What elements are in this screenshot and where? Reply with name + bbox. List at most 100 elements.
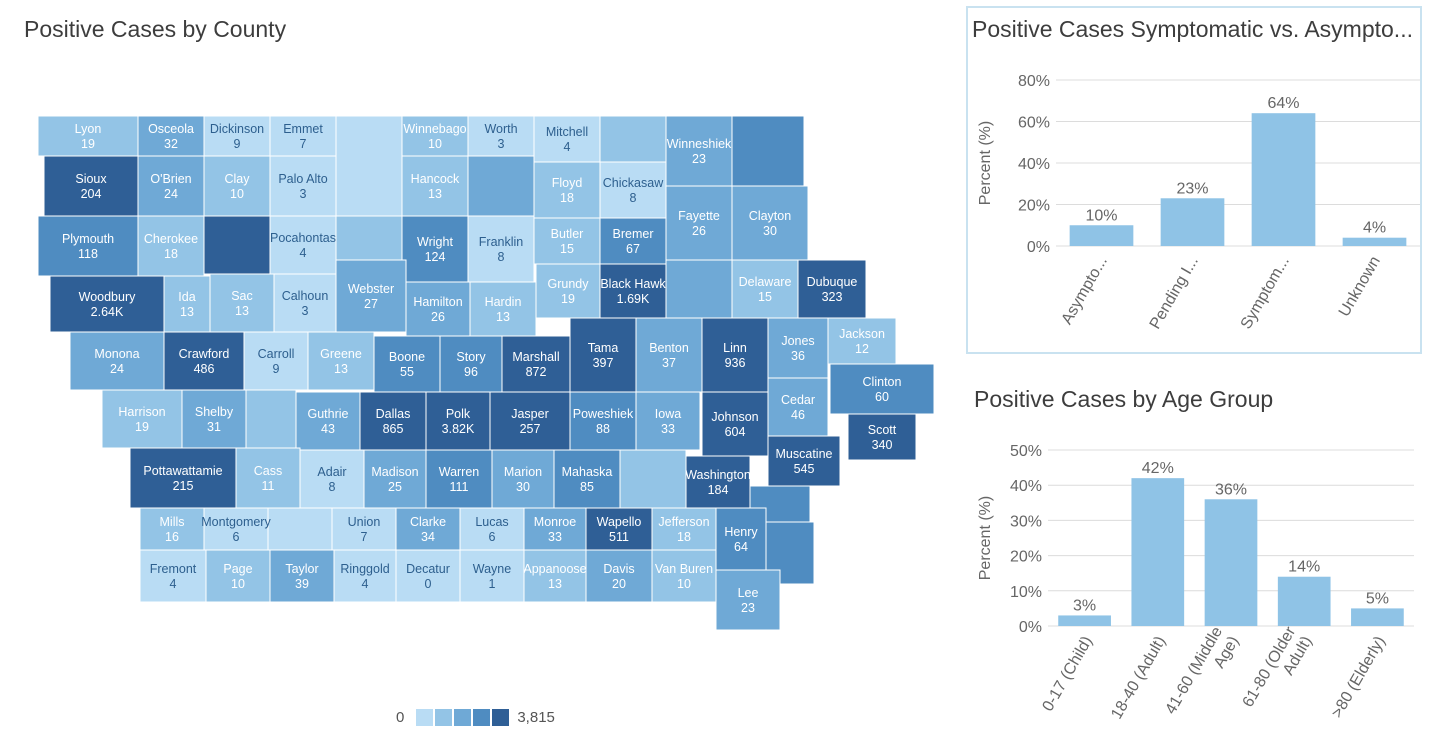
county-adair[interactable] [299,449,365,509]
county-allamakee[interactable] [731,115,805,187]
county-sac[interactable] [209,273,275,333]
county-guthrie[interactable] [295,391,361,451]
county-grundy[interactable] [535,263,601,319]
county-winneshiek[interactable] [665,115,733,187]
county-story[interactable] [439,335,503,393]
bar-asympto[interactable] [1069,225,1134,246]
county-marshall[interactable] [501,335,571,393]
county-crawford[interactable] [163,331,245,391]
county-webster[interactable] [335,259,407,333]
county-delaware[interactable] [731,259,799,319]
bar-symptom[interactable] [1251,113,1316,246]
county-carroll[interactable] [243,331,309,391]
county-scott[interactable] [847,413,917,461]
county-plymouth[interactable] [37,215,139,277]
county-kossuth[interactable] [335,115,403,217]
bar-80-elderly[interactable] [1351,608,1404,626]
county-audubon[interactable] [245,389,297,449]
county-monroe[interactable] [523,507,587,551]
county-poweshiek[interactable] [569,391,637,451]
county-cerro-gordo[interactable] [467,155,535,217]
county-linn[interactable] [701,317,769,393]
county-marion[interactable] [491,449,555,509]
county-wayne[interactable] [459,549,525,603]
bar-pending-i[interactable] [1160,198,1225,246]
bar-41-60-middle-age[interactable] [1204,499,1258,626]
county-jones[interactable] [767,317,829,379]
county-franklin[interactable] [467,215,535,283]
county-iowa[interactable] [635,391,701,451]
county-pottawattamie[interactable] [129,447,237,509]
county-dubuque[interactable] [797,259,867,319]
county-cass[interactable] [235,447,301,509]
county-van-buren[interactable] [651,549,717,603]
county-chickasaw[interactable] [599,161,667,219]
county-washington[interactable] [685,455,751,509]
county-monona[interactable] [69,331,165,391]
symptomatic-chart-panel[interactable] [966,6,1422,354]
county-jasper[interactable] [489,391,571,451]
county-harrison[interactable] [101,389,183,449]
county-henry[interactable] [715,507,767,571]
county-sioux[interactable] [43,155,139,217]
county-emmet[interactable] [269,115,337,157]
county-clayton[interactable] [731,185,809,261]
county-davis[interactable] [585,549,653,603]
bar-61-80-older-adult[interactable] [1277,576,1331,626]
county-pocahontas[interactable] [269,215,337,275]
county-woodbury[interactable] [49,275,165,333]
county-palo-alto[interactable] [269,155,337,217]
county-calhoun[interactable] [273,273,337,333]
county-buchanan[interactable] [665,259,733,319]
county-taylor[interactable] [269,549,335,603]
county-muscatine[interactable] [767,435,841,487]
county-decatur[interactable] [395,549,461,603]
county-cedar[interactable] [767,377,829,437]
county-warren[interactable] [425,449,493,509]
county-black-hawk[interactable] [599,263,667,319]
county-fayette[interactable] [665,185,733,261]
county-lyon[interactable] [37,115,139,157]
county-keokuk[interactable] [619,449,687,509]
bar-0-17-child[interactable] [1058,615,1111,626]
county-johnson[interactable] [701,391,769,457]
county-clarke[interactable] [395,507,461,551]
county-tama[interactable] [569,317,637,393]
county-jefferson[interactable] [651,507,717,551]
county-madison[interactable] [363,449,427,509]
county-humboldt[interactable] [335,215,403,261]
county-clay[interactable] [203,155,271,217]
county-butler[interactable] [533,217,601,265]
bar-18-40-adult[interactable] [1131,478,1185,626]
county-cherokee[interactable] [137,215,205,277]
county-greene[interactable] [307,331,375,391]
county-ida[interactable] [163,275,211,333]
county-clinton[interactable] [829,363,935,415]
county-hardin[interactable] [469,281,537,337]
county-ringgold[interactable] [333,549,397,603]
county-boone[interactable] [373,335,441,393]
county-bremer[interactable] [599,217,667,265]
county-montgomery[interactable] [203,507,269,551]
county-o-brien[interactable] [137,155,205,217]
county-lee[interactable] [715,569,781,631]
county-page[interactable] [205,549,271,603]
county-worth[interactable] [467,115,535,157]
county-hamilton[interactable] [405,281,471,337]
county-floyd[interactable] [533,161,601,219]
county-jackson[interactable] [827,317,897,365]
county-hancock[interactable] [401,155,469,217]
county-mitchell[interactable] [533,115,601,163]
county-appanoose[interactable] [523,549,587,603]
county-howard[interactable] [599,115,667,163]
county-fremont[interactable] [139,549,207,603]
county-adams[interactable] [267,507,333,551]
county-buena-vista[interactable] [203,215,271,275]
county-dallas[interactable] [359,391,427,451]
county-mahaska[interactable] [553,449,621,509]
county-benton[interactable] [635,317,703,393]
county-shelby[interactable] [181,389,247,449]
bar-unknown[interactable] [1342,237,1407,246]
county-polk[interactable] [425,391,491,451]
county-wright[interactable] [401,215,469,283]
